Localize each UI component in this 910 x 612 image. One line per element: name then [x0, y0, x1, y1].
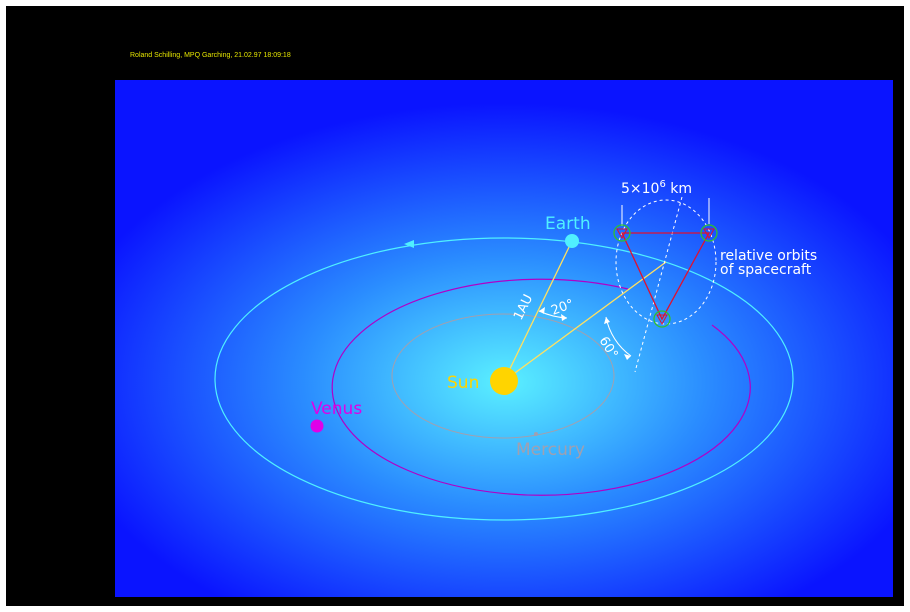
earth-body: [565, 234, 579, 248]
credit-line: Roland Schilling, MPQ Garching, 21.02.97…: [130, 52, 291, 59]
separation-value: 5×10: [621, 181, 659, 197]
space-panel: [115, 80, 893, 597]
separation-unit: km: [666, 181, 692, 197]
angle-60-arrow-icon: [604, 317, 610, 324]
orbit-direction-arrow-icon: [404, 240, 414, 248]
sun-constellation-line: [503, 261, 667, 382]
angle-60-arrow-icon: [624, 354, 631, 360]
separation-label: 5×106 km: [621, 179, 692, 197]
earth-label: Earth: [545, 214, 591, 234]
earth-orbit: [214, 237, 794, 521]
venus-label: Venus: [311, 399, 362, 419]
mercury-orbit: [391, 313, 615, 439]
sun-label: Sun: [447, 373, 479, 393]
constellation-normal-line: [634, 196, 683, 373]
relative-orbit-circle: [615, 199, 717, 325]
spacecraft-icon: [653, 310, 671, 328]
angle-20-label: 20°: [549, 297, 576, 319]
relative-orbits-label-line1: relative orbits: [720, 248, 817, 264]
spacecraft-icon: [700, 224, 718, 242]
sun-earth-line: [503, 240, 573, 382]
spacecraft-triangle: [620, 232, 711, 321]
angle-20-arrow-icon: [539, 307, 545, 314]
mercury-label: Mercury: [516, 440, 585, 460]
relative-orbits-label-line2: of spacecraft: [720, 262, 812, 278]
venus-body: [310, 419, 324, 433]
angle-20-arrow-icon: [561, 314, 567, 321]
separation-exponent: 6: [659, 179, 665, 190]
spacecraft-icon: [613, 224, 631, 242]
mercury-body: [534, 432, 538, 436]
venus-orbit: [331, 278, 751, 496]
sun-body: [490, 367, 518, 395]
